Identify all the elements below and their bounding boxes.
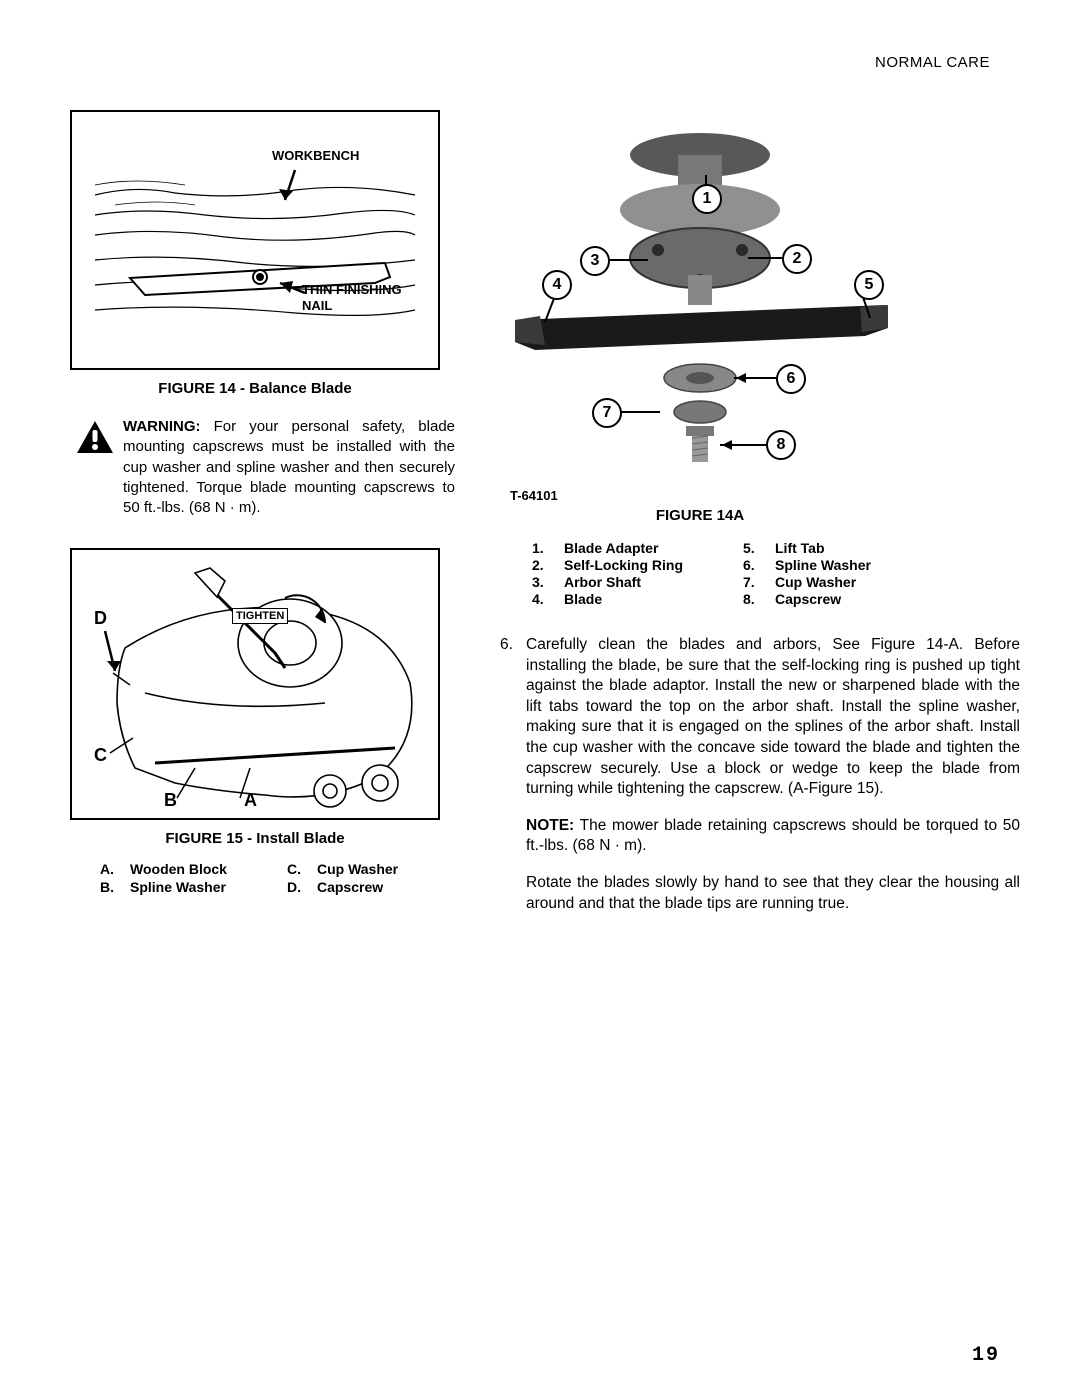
legend-item: 7.Cup Washer [743, 574, 871, 590]
right-column: 1 2 3 4 5 6 7 8 T-64101 FIGURE 14A 1.Bla… [500, 110, 1020, 914]
warning-heading: WARNING: [123, 418, 201, 435]
legend-item: 2.Self-Locking Ring [532, 557, 683, 573]
letter-A: A [244, 790, 257, 811]
rotate-paragraph: Rotate the blades slowly by hand to see … [526, 873, 1020, 914]
figure-15-caption: FIGURE 15 - Install Blade [70, 830, 440, 847]
figure-14a-illustration: 1 2 3 4 5 6 7 8 [510, 110, 890, 482]
letter-D: D [94, 608, 107, 629]
two-column-layout: WORKBENCH THIN FINISHING NAIL FIGURE 14 … [60, 110, 1020, 914]
callout-2: 2 [782, 244, 812, 274]
figure-14a-caption: FIGURE 14A [510, 507, 890, 524]
figure-14a-legend: 1.Blade Adapter 2.Self-Locking Ring 3.Ar… [532, 540, 1020, 607]
callout-6: 6 [776, 364, 806, 394]
figure-14a-tcode: T-64101 [510, 488, 1020, 503]
tighten-label: TIGHTEN [232, 608, 288, 624]
legend-item: C.Cup Washer [287, 861, 398, 877]
section-header: NORMAL CARE [875, 54, 990, 71]
legend-item: 6.Spline Washer [743, 557, 871, 573]
callout-4: 4 [542, 270, 572, 300]
figure-14-caption: FIGURE 14 - Balance Blade [70, 380, 440, 397]
figure-15-illustration [75, 553, 435, 815]
note-heading: NOTE: [526, 817, 574, 834]
legend-item: 4.Blade [532, 591, 683, 607]
workbench-label: WORKBENCH [272, 148, 359, 163]
step-number: 6. [500, 635, 526, 800]
step-6: 6. Carefully clean the blades and arbors… [500, 635, 1020, 800]
callout-1: 1 [692, 184, 722, 214]
note-text: The mower blade retaining capscrews shou… [526, 817, 1020, 855]
figure-14-illustration [75, 115, 435, 365]
legend-item: B.Spline Washer [100, 879, 227, 895]
legend-item: 8.Capscrew [743, 591, 871, 607]
legend-item: D.Capscrew [287, 879, 398, 895]
legend-item: 3.Arbor Shaft [532, 574, 683, 590]
left-column: WORKBENCH THIN FINISHING NAIL FIGURE 14 … [60, 110, 460, 914]
callout-5: 5 [854, 270, 884, 300]
note-block: NOTE: The mower blade retaining capscrew… [526, 816, 1020, 857]
page-number: 19 [972, 1344, 1000, 1367]
legend-item: 1.Blade Adapter [532, 540, 683, 556]
page: NORMAL CARE [0, 0, 1080, 1397]
legend-item: A.Wooden Block [100, 861, 227, 877]
callout-3: 3 [580, 246, 610, 276]
figure-15-box: TIGHTEN D C B A [70, 548, 440, 820]
letter-C: C [94, 745, 107, 766]
callout-7: 7 [592, 398, 622, 428]
callout-8: 8 [766, 430, 796, 460]
thin-nail-label: THIN FINISHING NAIL [302, 282, 432, 313]
warning-text: WARNING: For your personal safety, blade… [123, 417, 455, 518]
step-body: Carefully clean the blades and arbors, S… [526, 635, 1020, 800]
figure-15-legend: A.Wooden Block B.Spline Washer C.Cup Was… [100, 861, 460, 895]
warning-icon [75, 419, 115, 460]
figure-14-box: WORKBENCH THIN FINISHING NAIL [70, 110, 440, 370]
legend-item: 5.Lift Tab [743, 540, 871, 556]
warning-block: WARNING: For your personal safety, blade… [75, 417, 455, 518]
letter-B: B [164, 790, 177, 811]
